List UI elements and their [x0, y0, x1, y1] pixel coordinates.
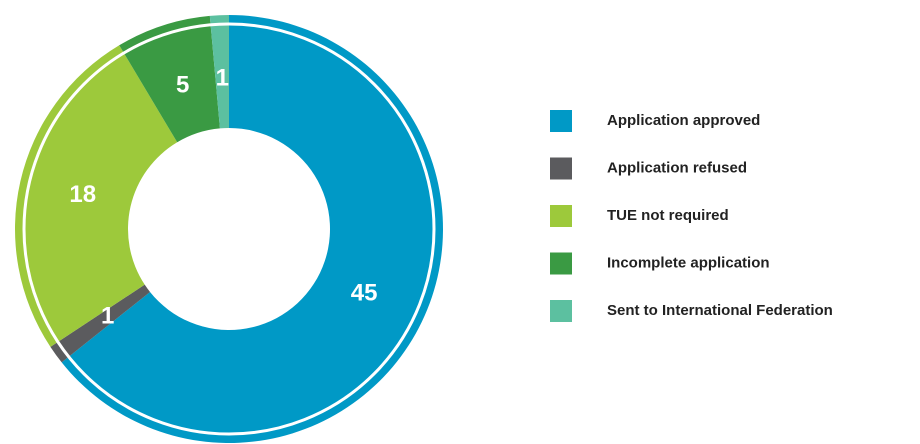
- donut-slice: [119, 15, 220, 143]
- data-label: 1: [216, 64, 229, 91]
- legend-swatch: [550, 300, 572, 322]
- legend-swatch: [550, 205, 572, 227]
- legend-swatch: [550, 252, 572, 275]
- data-label: 45: [351, 279, 378, 306]
- legend-label: Sent to International Federation: [607, 302, 833, 319]
- legend-label: Application approved: [607, 112, 760, 129]
- ring-separator: [22, 22, 436, 436]
- data-label: 5: [176, 72, 189, 99]
- data-label: 1: [101, 303, 114, 330]
- donut-slice: [61, 15, 444, 443]
- legend-swatch: [550, 157, 572, 180]
- legend-label: TUE not required: [607, 207, 729, 224]
- legend-label: Application refused: [607, 159, 747, 176]
- legend-label: Incomplete application: [607, 254, 770, 271]
- legend-swatch: [550, 110, 572, 132]
- donut-slice: [209, 15, 229, 129]
- donut-slice: [50, 284, 151, 363]
- data-label: 18: [69, 181, 96, 208]
